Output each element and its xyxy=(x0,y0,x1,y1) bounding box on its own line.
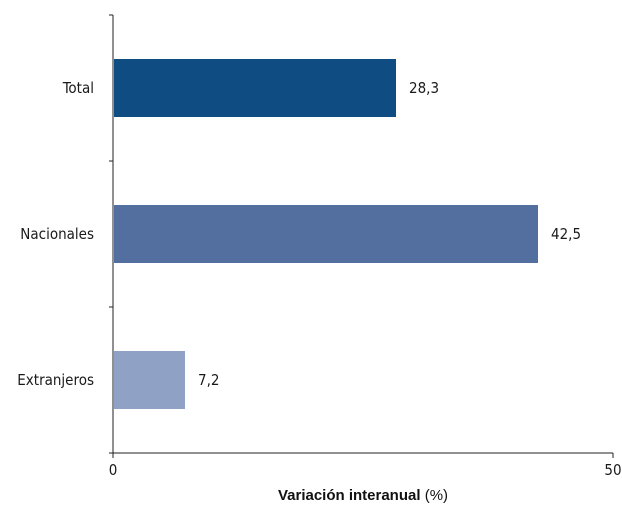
data-label: 28,3 xyxy=(409,79,439,97)
bar xyxy=(114,205,538,263)
axes-group xyxy=(109,14,614,458)
bar xyxy=(114,351,185,409)
category-label: Nacionales xyxy=(20,225,94,243)
category-label: Extranjeros xyxy=(17,371,94,389)
x-axis-title: Variación interanual (%) xyxy=(278,487,448,504)
bars-group xyxy=(114,59,538,409)
labels-group: 0 50 Total 28,3 Nacionales 42,5 Extranjeros 7,2 xyxy=(17,79,621,479)
bar xyxy=(114,59,396,117)
x-axis-title-text: Variación interanual xyxy=(278,487,421,504)
data-label: 7,2 xyxy=(198,371,219,389)
data-label: 42,5 xyxy=(551,225,581,243)
category-label: Total xyxy=(62,79,94,97)
x-tick-label: 50 xyxy=(604,461,621,479)
x-tick-label: 0 xyxy=(109,461,118,479)
x-axis-title-unit: (%) xyxy=(425,487,448,504)
